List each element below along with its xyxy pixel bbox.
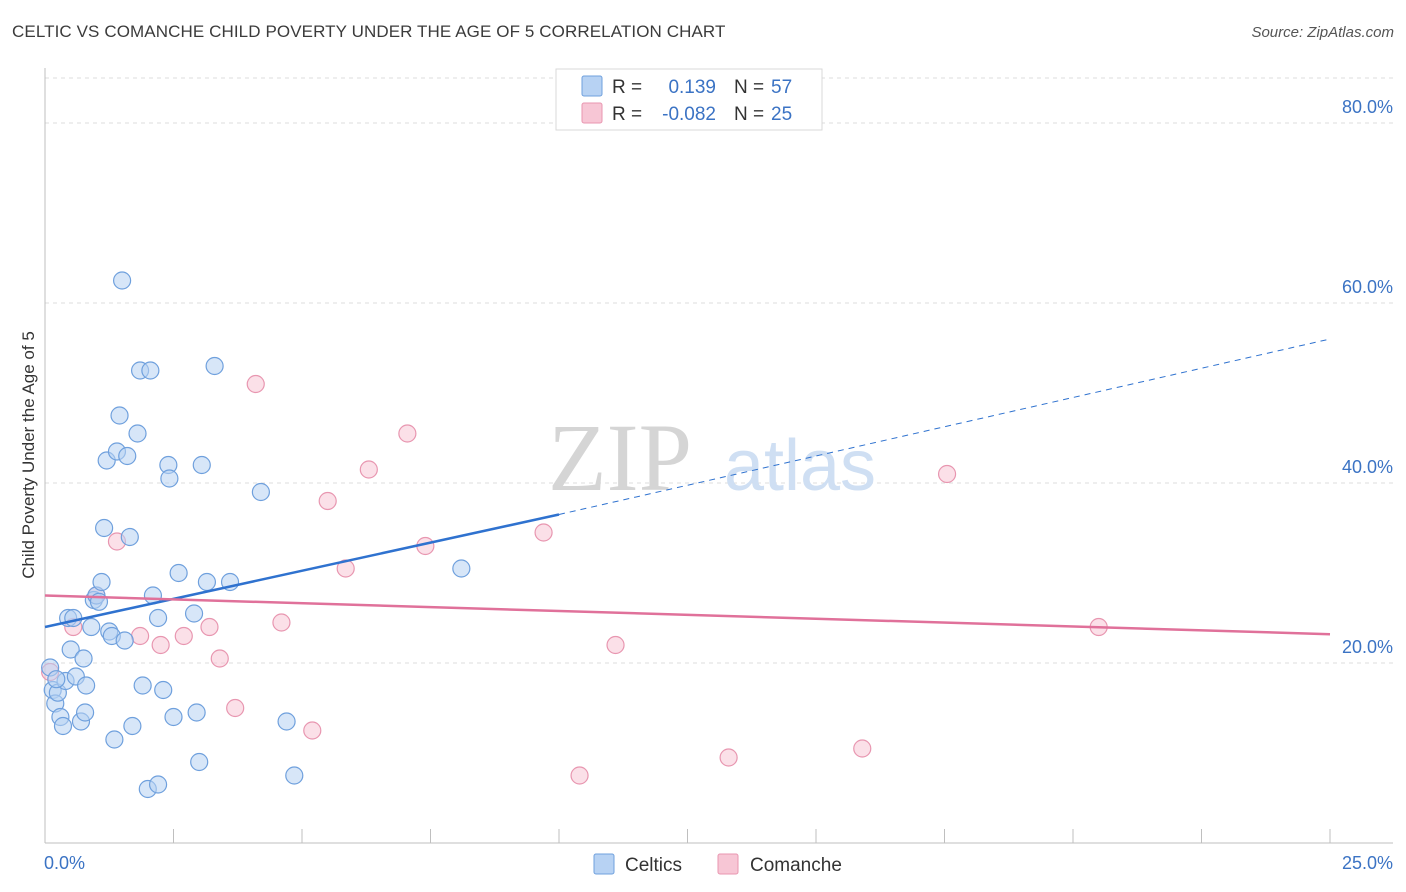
legend-celtics-swatch — [581, 75, 603, 97]
legend-celtics-n-value: 57 — [771, 77, 792, 98]
celtics-point — [95, 518, 114, 538]
legend-comanche-r-value: -0.082 — [662, 104, 716, 125]
comanche-point — [303, 721, 322, 740]
comanche-point — [272, 613, 291, 632]
celtics-point — [164, 707, 183, 727]
watermark: ZIP atlas — [548, 404, 876, 511]
celtics-point — [187, 703, 206, 722]
comanche-point — [151, 635, 170, 655]
celtics-point — [112, 271, 132, 290]
celtics-point — [53, 716, 73, 736]
celtics-point — [197, 572, 217, 592]
trendlines — [44, 338, 1331, 636]
chart-title: CELTIC VS COMANCHE CHILD POVERTY UNDER T… — [12, 22, 726, 41]
comanche-point — [210, 649, 229, 668]
celtics-point — [92, 572, 111, 592]
celtics-point — [184, 604, 204, 623]
x-tick-label: 25.0% — [1342, 853, 1393, 873]
comanche-point — [719, 748, 738, 767]
comanche-point — [130, 626, 150, 646]
celtics-point — [105, 730, 124, 749]
legend-comanche-swatch — [581, 102, 603, 124]
watermark-zip: ZIP — [548, 404, 692, 511]
celtics-point — [110, 406, 129, 425]
legend-celtics-r-value: 0.139 — [668, 77, 716, 98]
y-tick-labels: 20.0% 40.0% 60.0% 80.0% — [1342, 97, 1393, 657]
celtics-point — [118, 446, 137, 466]
bottom-legend-celtics-swatch — [593, 853, 615, 875]
y-axis-title: Child Poverty Under the Age of 5 — [19, 331, 38, 579]
comanche-point — [200, 617, 219, 637]
celtics-point — [205, 356, 224, 376]
celtics-point — [192, 455, 211, 475]
celtics-point — [169, 563, 188, 583]
celtics-point — [160, 469, 179, 488]
x-tick-label: 0.0% — [44, 853, 85, 873]
comanche-point — [174, 626, 193, 646]
celtics-point — [154, 680, 173, 700]
y-tick-label: 60.0% — [1342, 277, 1393, 297]
comanche-point — [398, 424, 417, 443]
comanche-point — [570, 766, 589, 785]
celtics-point — [128, 424, 147, 443]
comanche-point — [937, 464, 957, 484]
comanche-point — [226, 698, 245, 718]
celtics-point — [74, 649, 93, 668]
celtics-point — [141, 361, 160, 380]
celtics-point — [148, 608, 168, 628]
y-tick-label: 80.0% — [1342, 97, 1393, 117]
x-tick-labels: 0.0% 25.0% — [44, 853, 1393, 873]
celtics-point — [120, 527, 139, 547]
grid-lines — [45, 77, 1393, 664]
celtics-point — [251, 482, 270, 502]
celtics-point — [77, 676, 96, 695]
bottom-legend: Celtics Comanche — [593, 853, 842, 876]
celtics-point — [190, 752, 209, 772]
celtics-point — [133, 676, 152, 695]
bottom-legend-comanche-swatch — [717, 853, 739, 875]
comanche-point — [606, 635, 625, 655]
celtics-point — [75, 703, 95, 722]
celtics-points — [41, 271, 471, 799]
legend-celtics-r-label: R = — [612, 77, 642, 98]
celtics-point — [277, 712, 296, 731]
celtics-point — [123, 716, 142, 736]
comanche-point — [359, 460, 378, 479]
celtics-point — [47, 670, 66, 689]
legend-comanche-n-label: N = — [734, 104, 764, 125]
comanche-trendline — [44, 594, 1331, 636]
legend-comanche-r-label: R = — [612, 104, 642, 125]
y-tick-label: 20.0% — [1342, 637, 1393, 657]
comanche-point — [853, 739, 872, 758]
celtics-point — [61, 640, 80, 659]
watermark-atlas: atlas — [724, 426, 876, 506]
legend-celtics-n-label: N = — [734, 77, 764, 98]
source-label: Source: ZipAtlas.com — [1251, 24, 1394, 41]
celtics-point — [148, 775, 168, 794]
bottom-legend-comanche-label: Comanche — [750, 855, 842, 876]
celtics-point — [82, 617, 101, 637]
celtics-point — [64, 608, 83, 628]
bottom-legend-celtics-label: Celtics — [625, 855, 682, 876]
comanche-point — [318, 491, 337, 511]
celtics-point — [115, 631, 134, 650]
celtics-trendline — [44, 513, 560, 629]
legend: R = 0.139 N = 57 R = -0.082 N = 25 — [555, 68, 823, 131]
comanche-point — [246, 374, 265, 394]
celtics-point — [285, 766, 304, 785]
y-tick-label: 40.0% — [1342, 457, 1393, 477]
comanche-point — [534, 523, 553, 542]
celtics-point — [452, 559, 471, 578]
axes — [44, 68, 1393, 844]
legend-comanche-n-value: 25 — [771, 104, 792, 125]
